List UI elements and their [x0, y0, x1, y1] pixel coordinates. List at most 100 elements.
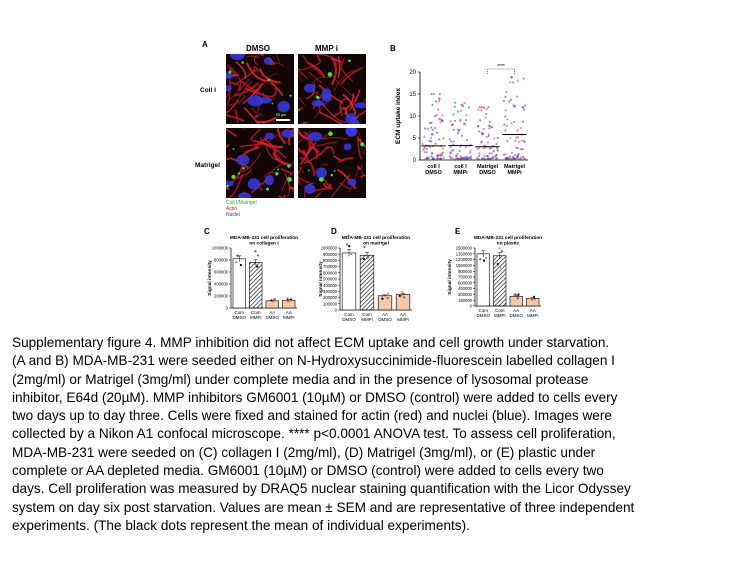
nucleus [345, 128, 357, 137]
replicate-dot [237, 254, 240, 257]
data-point [487, 157, 490, 160]
actin-filament [325, 146, 335, 155]
data-point [463, 101, 466, 104]
ecm-puncta [316, 95, 320, 100]
actin-filament [268, 128, 293, 142]
column-header-mmpi: MMP i [315, 44, 338, 53]
replicate-dot [256, 254, 260, 257]
nucleus [247, 178, 261, 190]
data-point [509, 155, 512, 158]
nucleus [264, 174, 274, 186]
data-point [487, 133, 490, 136]
actin-filament [261, 88, 277, 98]
actin-filament [254, 82, 267, 98]
actin-filament [339, 97, 348, 116]
data-point [478, 106, 481, 109]
y-axis-label: Signal intensity [318, 261, 324, 297]
actin-filament [272, 152, 293, 166]
actin-filament [253, 66, 260, 73]
chart-title: on collagen I [249, 241, 279, 247]
data-point [513, 153, 517, 157]
bar [476, 253, 490, 307]
data-point [477, 124, 480, 127]
y-tick-label: 200000 [214, 294, 229, 299]
x-tick-label: AA [382, 312, 388, 317]
y-tick-label: 1050000 [456, 263, 473, 268]
data-point [486, 155, 489, 158]
x-tick-label: coll I [454, 164, 467, 170]
data-point [452, 113, 455, 116]
caption-line: days. Cell proliferation was measured by… [12, 481, 631, 497]
x-tick-label: MMPi [250, 315, 262, 320]
x-tick-label: DMSO [378, 317, 392, 322]
data-point [510, 151, 513, 154]
actin-filament [337, 157, 354, 164]
actin-filament [340, 66, 364, 85]
data-point [430, 152, 434, 155]
actin-filament [226, 128, 238, 137]
data-point [433, 126, 437, 130]
data-point [430, 136, 433, 140]
actin-filament [336, 169, 357, 190]
data-point [430, 140, 433, 143]
x-tick-label: MMPi [453, 170, 468, 176]
y-tick-label: 15 [409, 92, 416, 98]
data-point [508, 157, 511, 160]
data-point [450, 140, 453, 143]
data-point [424, 157, 427, 161]
replicate-dot [362, 257, 366, 261]
data-point [438, 138, 441, 141]
panel-e-letter: E [455, 227, 461, 236]
actin-filament [360, 163, 366, 178]
data-point [481, 158, 484, 161]
y-tick-label: 600000 [458, 280, 473, 285]
actin-filament [356, 136, 363, 161]
actin-filament [229, 66, 242, 92]
nucleus [226, 72, 234, 79]
y-tick-label: 600000 [214, 270, 229, 275]
caption-line: system on day six post starvation. Value… [12, 499, 635, 515]
ecm-puncta [267, 78, 271, 82]
data-point [423, 135, 426, 138]
data-point [448, 138, 451, 141]
data-point [505, 90, 508, 94]
x-tick-label: MMPi [397, 317, 409, 322]
data-point [423, 151, 427, 154]
actin-filament [235, 60, 247, 80]
actin-filament [271, 146, 288, 164]
nucleus [308, 131, 323, 142]
data-point [502, 153, 506, 156]
data-point [480, 141, 483, 144]
replicate-dot [482, 259, 486, 262]
data-point [436, 154, 439, 157]
x-tick-label: MMPi [527, 313, 539, 318]
data-point [516, 129, 519, 132]
data-point [488, 147, 491, 150]
y-tick-label: 900000 [458, 269, 473, 274]
data-point [521, 106, 524, 109]
data-point [478, 152, 481, 155]
actin-filament [330, 58, 342, 64]
data-point [421, 142, 424, 146]
data-point [464, 146, 468, 149]
actin-filament [308, 71, 323, 83]
data-point [519, 126, 523, 130]
data-point [492, 150, 495, 153]
y-tick-label: 150000 [458, 298, 473, 303]
data-point [510, 122, 513, 125]
data-point [426, 156, 429, 159]
actin-filament [280, 170, 294, 192]
actin-filament [298, 62, 321, 71]
bar [249, 262, 263, 309]
ecm-puncta [277, 168, 280, 171]
data-point [448, 155, 451, 158]
data-point [449, 120, 452, 123]
data-point [523, 104, 527, 107]
data-point [487, 124, 490, 127]
data-point [457, 130, 460, 133]
actin-filament [298, 175, 310, 184]
actin-filament [226, 114, 245, 122]
nucleus [304, 183, 316, 194]
scale-bar [276, 119, 290, 121]
y-tick-label: 0 [470, 304, 473, 309]
